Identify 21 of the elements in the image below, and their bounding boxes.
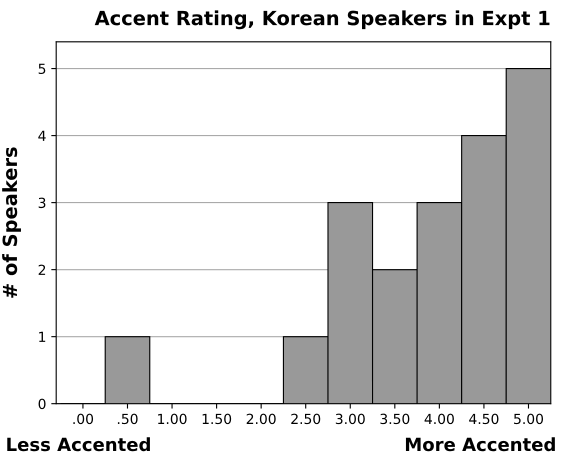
y-tick-label: 1 [39, 332, 46, 342]
x-tick-label: .50 [118, 414, 138, 424]
y-axis-title: # of Speakers [2, 147, 21, 298]
x-tick-label: 1.50 [202, 414, 232, 424]
x-tick-label: 1.00 [158, 414, 187, 424]
x-tick-label: 4.00 [424, 414, 454, 424]
x-tick-label: 3.50 [380, 414, 410, 424]
chart-title: Accent Rating, Korean Speakers in Expt 1 [94, 10, 550, 30]
text: Less Accented [7, 437, 150, 452]
y-tick-label: 4 [38, 130, 46, 141]
y-tick-label: 0 [38, 398, 46, 410]
x-tick-label: 3.00 [336, 414, 365, 424]
x-tick-label: 2.50 [291, 414, 320, 424]
x-tick-label: 5.00 [514, 414, 544, 424]
x-tick-label: 2.00 [246, 414, 276, 424]
x-tick-label: 4.50 [469, 414, 498, 424]
text: More Accented [406, 437, 555, 452]
y-tick-label: 5 [38, 64, 46, 74]
y-tick-label: 2 [38, 264, 46, 275]
x-tick-label: .00 [73, 414, 94, 424]
y-tick-label: 3 [38, 198, 46, 208]
